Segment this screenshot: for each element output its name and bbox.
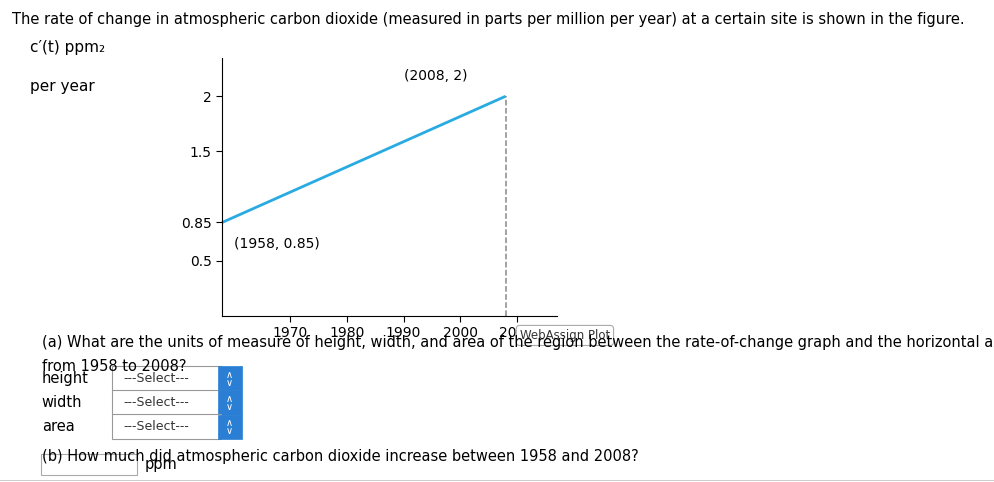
Text: ∧: ∧ — [226, 394, 234, 403]
Text: ---Select---: ---Select--- — [123, 396, 190, 409]
Text: ---Select---: ---Select--- — [123, 372, 190, 385]
Text: (b) How much did atmospheric carbon dioxide increase between 1958 and 2008?: (b) How much did atmospheric carbon diox… — [42, 449, 638, 464]
Text: WebAssign Plot: WebAssign Plot — [520, 329, 610, 342]
Text: area: area — [42, 419, 75, 434]
Text: ppm: ppm — [144, 457, 177, 472]
Text: The rate of change in atmospheric carbon dioxide (measured in parts per million : The rate of change in atmospheric carbon… — [12, 12, 964, 27]
Text: ∨: ∨ — [226, 378, 234, 388]
Text: ---Select---: ---Select--- — [123, 420, 190, 433]
Text: (a) What are the units of measure of height, width, and area of the region betwe: (a) What are the units of measure of hei… — [42, 335, 994, 350]
Text: ∨: ∨ — [226, 402, 234, 412]
Text: from 1958 to 2008?: from 1958 to 2008? — [42, 359, 186, 374]
Text: (2008, 2): (2008, 2) — [404, 69, 467, 83]
Text: c′(t) ppm₂: c′(t) ppm₂ — [30, 40, 105, 55]
Text: width: width — [42, 395, 83, 410]
Text: ∧: ∧ — [226, 370, 234, 379]
Text: ∧: ∧ — [226, 418, 234, 428]
Text: height: height — [42, 371, 88, 386]
Text: per year: per year — [30, 79, 94, 94]
Text: (1958, 0.85): (1958, 0.85) — [234, 237, 319, 251]
Text: ∨: ∨ — [226, 427, 234, 436]
